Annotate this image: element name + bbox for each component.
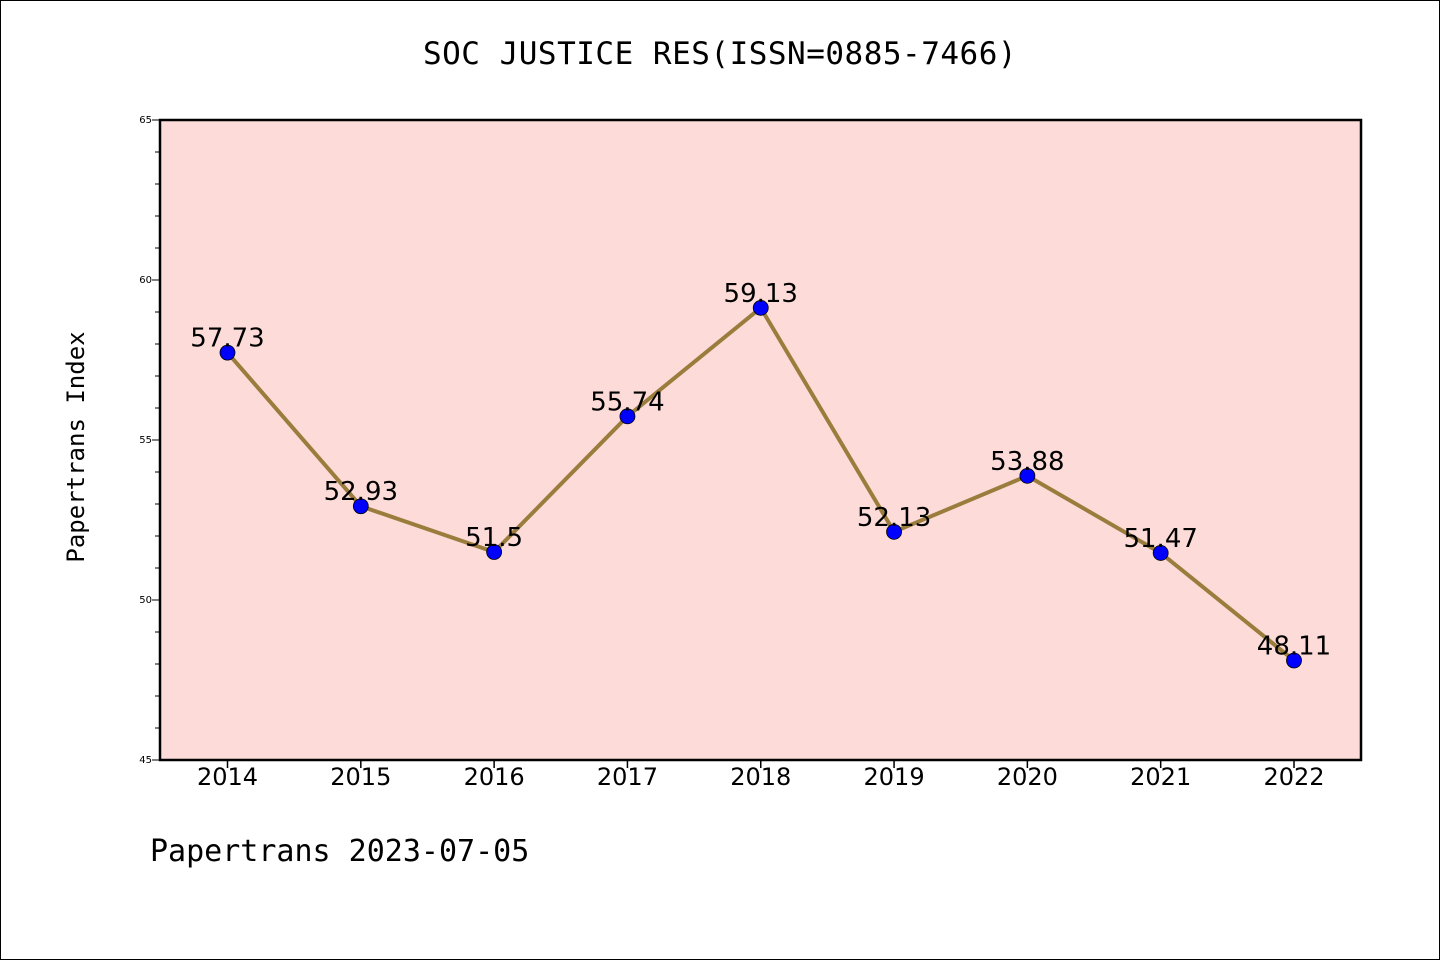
- data-point: [1286, 652, 1302, 669]
- x-tick-label: 2021: [1130, 763, 1191, 791]
- y-tick-label: 55: [139, 435, 152, 446]
- data-label: 55.74: [590, 387, 664, 417]
- data-label: 52.93: [324, 477, 398, 507]
- data-label: 52.13: [857, 503, 931, 533]
- y-tick-label: 60: [139, 275, 152, 286]
- y-tick-label: 50: [139, 595, 152, 606]
- y-tick-label: 65: [139, 115, 152, 126]
- data-point: [352, 498, 369, 515]
- x-tick-label: 2014: [197, 763, 258, 791]
- data-label: 53.88: [990, 447, 1064, 477]
- data-point: [1152, 545, 1169, 561]
- x-tick-label: 2020: [997, 763, 1058, 791]
- x-tick-label: 2016: [464, 763, 525, 791]
- x-tick-label: 2022: [1263, 763, 1324, 791]
- data-point: [219, 344, 236, 361]
- data-point: [619, 408, 636, 425]
- plot-area: [160, 120, 1361, 760]
- x-tick-label: 2019: [864, 763, 925, 791]
- footer-caption: Papertrans 2023-07-05: [150, 834, 530, 869]
- data-point: [1019, 467, 1036, 484]
- data-point: [486, 544, 503, 560]
- data-label: 51.5: [465, 523, 523, 553]
- data-point: [752, 299, 769, 316]
- data-label: 57.73: [190, 324, 264, 354]
- y-tick-label: 45: [139, 755, 152, 766]
- chart-title: SOC JUSTICE RES(ISSN=0885-7466): [422, 36, 1018, 72]
- x-tick-label: 2015: [330, 763, 391, 791]
- x-tick-label: 2018: [730, 763, 791, 791]
- x-tick-label: 2017: [597, 763, 658, 791]
- data-label: 59.13: [724, 279, 798, 309]
- data-label: 48.11: [1257, 631, 1331, 661]
- data-point: [886, 523, 902, 540]
- data-label: 51.47: [1123, 524, 1197, 554]
